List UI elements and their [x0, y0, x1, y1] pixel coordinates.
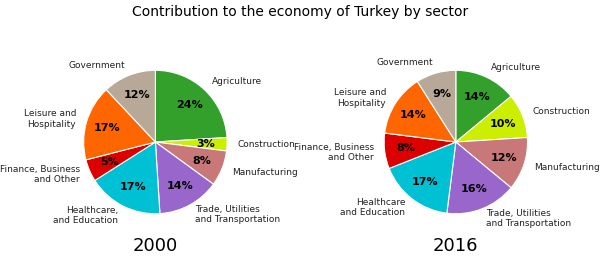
Text: 10%: 10% [489, 118, 516, 129]
Text: Government: Government [68, 61, 125, 70]
Text: 17%: 17% [412, 177, 439, 187]
Text: Agriculture: Agriculture [212, 77, 262, 86]
Text: 12%: 12% [124, 90, 150, 100]
Text: 17%: 17% [119, 182, 146, 192]
Wedge shape [95, 142, 160, 214]
Text: Leisure and
Hospitality: Leisure and Hospitality [23, 109, 76, 129]
Wedge shape [456, 96, 527, 142]
Wedge shape [456, 70, 511, 142]
Text: Finance, Business
and Other: Finance, Business and Other [294, 143, 374, 162]
Text: 17%: 17% [94, 123, 121, 133]
Text: Trade, Utilities
and Transportation: Trade, Utilities and Transportation [486, 209, 571, 228]
Wedge shape [456, 137, 527, 188]
Wedge shape [106, 70, 155, 142]
Wedge shape [155, 137, 227, 151]
Text: 12%: 12% [490, 152, 517, 162]
Text: 14%: 14% [464, 92, 491, 102]
Text: Agriculture: Agriculture [491, 63, 541, 72]
Text: Healthcare,
and Education: Healthcare, and Education [53, 206, 118, 225]
Text: Healthcare
and Education: Healthcare and Education [340, 198, 405, 217]
Wedge shape [86, 142, 155, 180]
Wedge shape [418, 70, 456, 142]
Wedge shape [385, 81, 456, 142]
Text: Leisure and
Hospitality: Leisure and Hospitality [334, 88, 386, 107]
X-axis label: 2016: 2016 [433, 237, 479, 255]
Text: Government: Government [376, 58, 433, 67]
Text: Trade, Utilities
and Transportation: Trade, Utilities and Transportation [195, 204, 280, 224]
Wedge shape [389, 142, 456, 213]
Wedge shape [83, 90, 155, 160]
Text: Manufacturing: Manufacturing [534, 163, 600, 172]
Text: Contribution to the economy of Turkey by sector: Contribution to the economy of Turkey by… [132, 5, 468, 19]
Wedge shape [155, 142, 227, 184]
Text: 14%: 14% [166, 181, 193, 191]
Wedge shape [384, 133, 456, 168]
Text: 8%: 8% [397, 143, 415, 153]
Text: 14%: 14% [400, 110, 427, 120]
Text: 8%: 8% [193, 155, 212, 166]
Wedge shape [155, 142, 214, 214]
Text: 3%: 3% [196, 139, 215, 148]
X-axis label: 2000: 2000 [133, 237, 178, 255]
Text: Finance, Business
and Other: Finance, Business and Other [0, 165, 80, 184]
Text: 5%: 5% [100, 157, 119, 167]
Text: Construction: Construction [533, 107, 590, 116]
Text: Manufacturing: Manufacturing [232, 168, 298, 177]
Wedge shape [155, 70, 227, 142]
Text: 9%: 9% [433, 89, 451, 99]
Text: 16%: 16% [461, 184, 488, 194]
Wedge shape [447, 142, 511, 214]
Text: 24%: 24% [176, 100, 203, 110]
Text: Construction: Construction [238, 140, 296, 149]
